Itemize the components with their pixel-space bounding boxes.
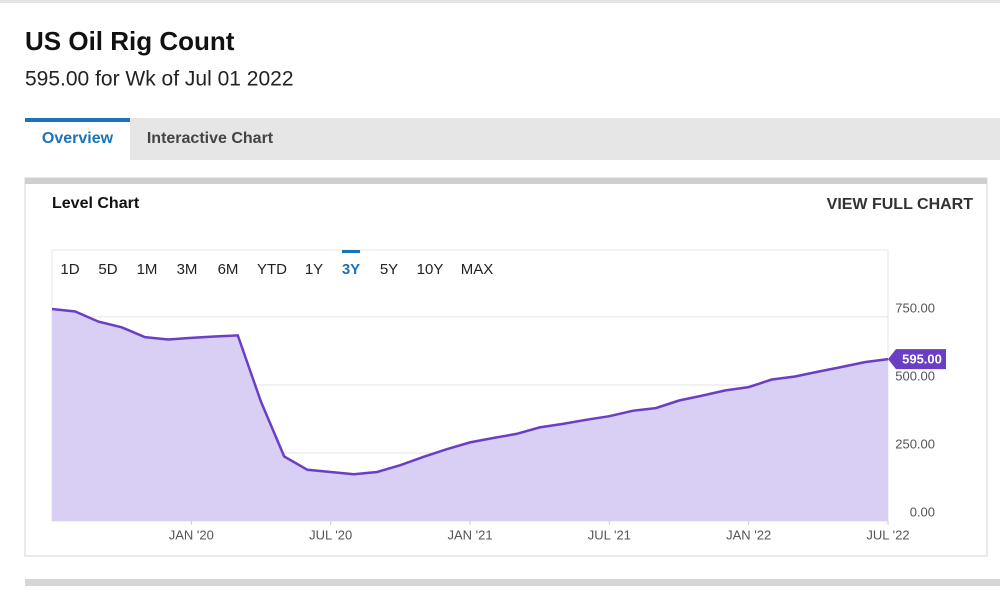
range-button[interactable]: 1Y (305, 261, 323, 278)
x-tick-label: JUL '22 (866, 527, 909, 542)
area (52, 309, 888, 521)
x-tick-label: JAN '22 (726, 527, 771, 542)
x-tick-label: JUL '20 (309, 527, 352, 542)
range-button[interactable]: 3M (177, 261, 198, 278)
y-tick-label: 0.00 (910, 504, 935, 519)
range-button[interactable]: 3Y (342, 261, 360, 278)
current-value-label: 595.00 (902, 352, 942, 367)
next-panel (25, 579, 1000, 586)
page-subtitle: 595.00 for Wk of Jul 01 2022 (25, 68, 294, 91)
current-value-badge (888, 349, 946, 370)
x-tick-label: JUL '21 (588, 527, 631, 542)
tab-active-bar (25, 118, 130, 122)
tab-bar (25, 118, 1000, 160)
y-tick-label: 500.00 (895, 368, 935, 383)
range-button[interactable]: 6M (218, 261, 239, 278)
range-active-bar (342, 250, 360, 253)
tab[interactable]: Interactive Chart (147, 130, 274, 147)
range-button[interactable]: 1D (60, 261, 79, 278)
line (51, 307, 889, 476)
tab-active-bg (25, 118, 130, 160)
tab[interactable]: Overview (42, 130, 114, 147)
range-button[interactable]: 5D (98, 261, 117, 278)
view-full-chart[interactable]: VIEW FULL CHART (827, 196, 974, 213)
range-button[interactable]: MAX (461, 261, 494, 278)
x-tick-label: JAN '20 (169, 527, 214, 542)
panel-top (25, 178, 987, 184)
y-tick-label: 250.00 (895, 436, 935, 451)
range-button[interactable]: 5Y (380, 261, 398, 278)
panel-title: Level Chart (52, 195, 140, 212)
range-button[interactable]: 1M (137, 261, 158, 278)
range-button[interactable]: YTD (257, 261, 287, 278)
y-tick-label: 750.00 (895, 300, 935, 315)
page-title: US Oil Rig Count (25, 26, 235, 56)
range-button[interactable]: 10Y (417, 261, 444, 278)
x-tick-label: JAN '21 (447, 527, 492, 542)
top-rule (0, 0, 1000, 3)
